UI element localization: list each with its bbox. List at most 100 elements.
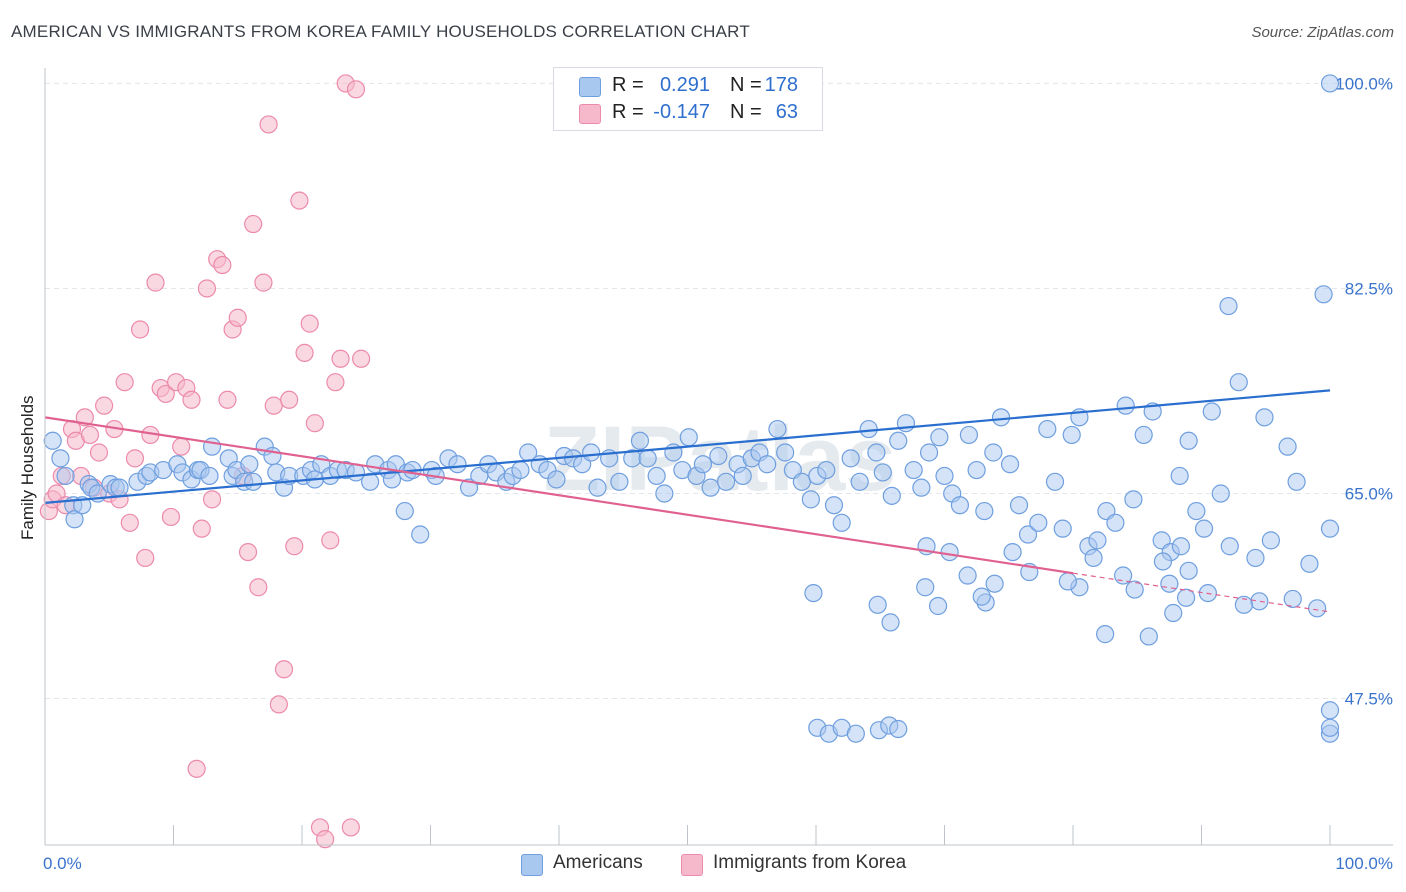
americans-point <box>1058 572 1077 591</box>
x-tick-label: 100.0% <box>1335 854 1393 873</box>
korea-point <box>89 443 109 462</box>
americans-point <box>1153 552 1173 571</box>
legend-n-label: N = <box>730 74 762 96</box>
korea-point <box>290 191 309 210</box>
americans-legend-swatch <box>521 854 543 876</box>
korea-trend-extension <box>1072 572 1331 613</box>
korea-point <box>259 115 278 134</box>
korea-point <box>316 830 335 849</box>
americans-point <box>984 443 1003 462</box>
americans-point <box>51 449 70 468</box>
y-tick-label: 100.0% <box>1335 74 1393 93</box>
korea-legend-label: Immigrants from Korea <box>713 852 907 873</box>
korea-point <box>218 390 237 409</box>
americans-point <box>1088 531 1107 550</box>
korea-point <box>95 396 114 415</box>
korea-point <box>197 279 217 298</box>
korea-point <box>130 320 150 339</box>
americans-point <box>928 596 948 616</box>
americans-swatch <box>579 77 601 97</box>
americans-point <box>1116 396 1135 415</box>
legend-r-value: 0.291 <box>659 74 710 96</box>
korea-point <box>280 390 299 409</box>
americans-point <box>1053 519 1072 538</box>
americans-point <box>1320 519 1340 538</box>
americans-point <box>846 724 865 743</box>
americans-point <box>912 478 931 497</box>
americans-point <box>850 472 869 491</box>
legend-r-value: -0.147 <box>653 101 710 123</box>
americans-point <box>804 583 823 603</box>
americans-point <box>867 443 886 462</box>
americans-point <box>904 460 923 480</box>
americans-point <box>1029 513 1048 532</box>
legend-n-label: N = <box>730 101 762 123</box>
americans-point <box>1320 74 1340 93</box>
americans-point <box>1160 574 1179 593</box>
korea-point <box>125 449 145 468</box>
americans-point <box>1096 625 1115 644</box>
americans-point <box>889 431 908 450</box>
americans-point <box>733 466 752 486</box>
americans-point <box>240 455 259 474</box>
americans-point <box>1202 402 1221 421</box>
americans-point <box>610 472 629 491</box>
americans-point <box>701 478 720 497</box>
americans-point <box>950 496 970 515</box>
americans-point <box>395 501 414 521</box>
americans-point <box>972 587 991 606</box>
korea-point <box>75 408 94 427</box>
americans-point <box>841 449 860 468</box>
korea-point <box>321 531 340 550</box>
americans-point <box>1278 437 1297 456</box>
korea-point <box>264 396 283 415</box>
americans-point <box>411 525 430 544</box>
americans-point <box>1187 501 1206 521</box>
americans-point <box>919 443 939 462</box>
americans-point <box>1003 542 1022 562</box>
korea-point <box>136 548 155 568</box>
korea-point <box>346 80 366 99</box>
americans-point <box>768 419 787 439</box>
americans-point <box>1261 531 1280 550</box>
americans-point <box>110 478 129 497</box>
americans-point <box>1314 285 1333 304</box>
americans-point <box>1038 419 1057 439</box>
legend-row-americans: R = 0.291 N = 178 <box>554 73 822 101</box>
americans-point <box>881 613 900 632</box>
americans-point <box>1320 718 1340 737</box>
chart-source: Source: ZipAtlas.com <box>1251 24 1394 41</box>
americans-point <box>1246 548 1265 568</box>
americans-point <box>582 443 601 462</box>
legend-r-label: R = <box>612 101 644 123</box>
korea-point <box>305 414 324 433</box>
americans-point <box>65 510 84 529</box>
americans-point <box>889 719 908 739</box>
americans-point <box>459 478 479 497</box>
korea-point <box>161 507 181 527</box>
americans-point <box>647 466 666 486</box>
y-tick-label: 82.5% <box>1345 279 1393 298</box>
korea-point <box>300 314 319 333</box>
americans-point <box>511 460 530 480</box>
correlation-legend: R = 0.291 N = 178 R = -0.147 N = 63 <box>553 67 823 131</box>
korea-trend-line <box>44 416 1074 575</box>
americans-point <box>991 408 1011 427</box>
americans-point <box>547 470 566 489</box>
legend-n-value: 63 <box>775 101 798 123</box>
americans-point <box>896 414 916 433</box>
americans-point <box>709 446 728 466</box>
korea-legend-swatch <box>681 854 703 876</box>
americans-point <box>630 431 650 450</box>
americans-point <box>56 466 75 486</box>
americans-point <box>1179 431 1198 450</box>
korea-point <box>274 660 294 679</box>
legend-r-label: R = <box>612 74 644 96</box>
americans-point <box>868 595 887 614</box>
korea-point <box>182 390 201 409</box>
americans-point <box>693 455 713 474</box>
americans-point <box>792 472 811 491</box>
americans-point <box>1194 519 1214 538</box>
y-tick-label: 47.5% <box>1345 690 1393 709</box>
